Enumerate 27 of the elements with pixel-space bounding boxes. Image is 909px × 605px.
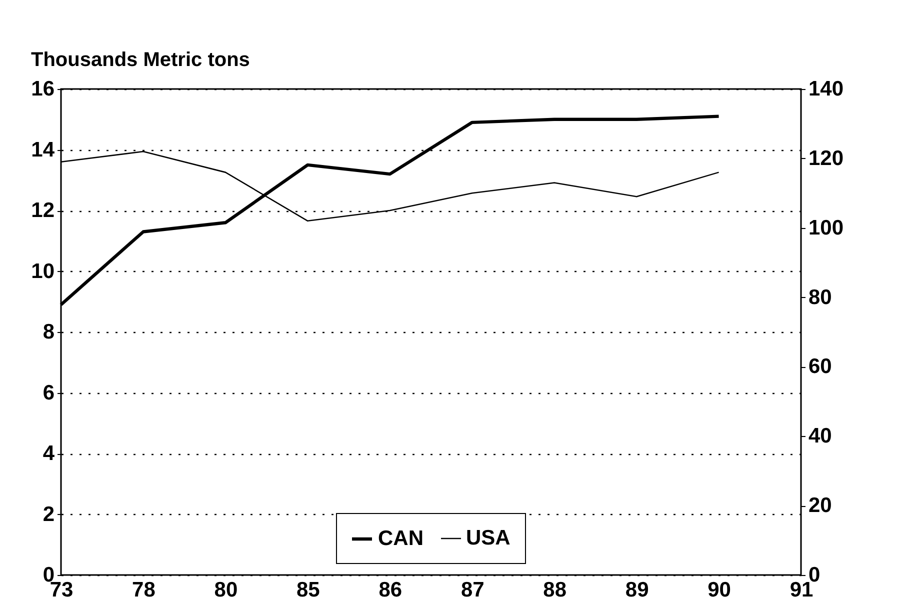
y2-tick-label: 0 [808,564,820,586]
y-tick-label: 16 [31,78,54,100]
y2-tick-label: 120 [808,146,844,170]
y-tick-label: 2 [42,502,54,526]
y2-tick-label: 100 [808,216,844,240]
y-tick-label: 10 [31,260,54,283]
y2-tick-label: 20 [808,494,832,518]
x-tick-label: 89 [625,578,649,602]
x-tick-label: 88 [543,578,567,602]
x-tick-label: 78 [132,578,156,602]
y2-tick-label: 60 [808,355,832,378]
y-tick-label: 4 [42,442,55,465]
legend-label: CAN [378,527,424,550]
y-tick-label: 12 [31,199,54,222]
x-tick-label: 87 [460,578,484,602]
y2-tick-label: 140 [808,78,844,100]
x-tick-label: 90 [708,578,731,602]
legend-label: USA [466,526,510,550]
y-tick-label: 8 [42,320,55,344]
x-tick-label: 85 [296,578,320,602]
x-tick-label: 86 [378,578,402,602]
y2-tick-label: 80 [808,286,832,309]
chart-title: Thousands Metric tons [31,49,250,71]
y-tick-label: 6 [42,381,54,404]
y-tick-label: 14 [31,138,55,162]
x-tick-label: 80 [214,578,238,602]
y2-tick-label: 40 [808,424,832,448]
